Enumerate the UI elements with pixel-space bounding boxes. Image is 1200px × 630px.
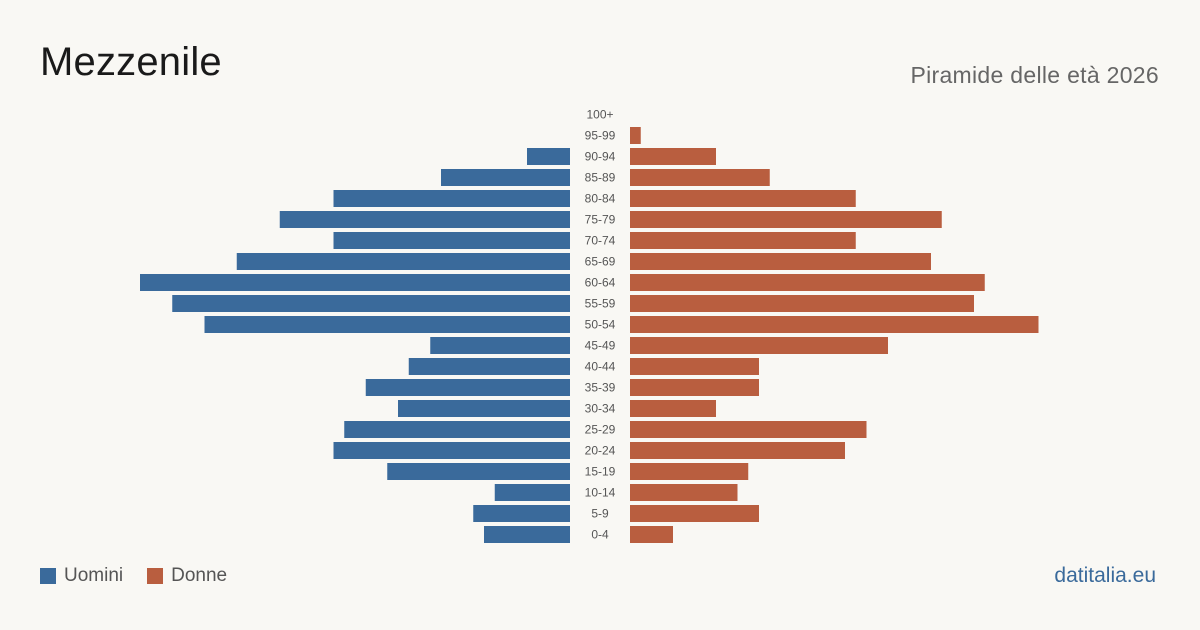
bar-women-60-64: [630, 274, 985, 291]
bar-men-55-59: [172, 295, 570, 312]
legend-item-men: Uomini: [40, 565, 123, 587]
bar-men-40-44: [408, 358, 570, 375]
bar-women-85-89: [630, 169, 770, 186]
age-label-0-4: 0-4: [591, 528, 609, 542]
age-label-75-79: 75-79: [585, 213, 616, 227]
bar-women-65-69: [630, 253, 931, 270]
bar-men-90-94: [527, 148, 570, 165]
legend-swatch-men: [40, 568, 56, 584]
bar-women-80-84: [630, 190, 856, 207]
chart-title: Mezzenile: [40, 40, 222, 84]
bar-women-15-19: [630, 463, 749, 480]
age-label-80-84: 80-84: [585, 192, 616, 206]
chart-subtitle: Piramide delle età 2026: [910, 62, 1159, 88]
bar-men-25-29: [344, 421, 570, 438]
bar-women-30-34: [630, 400, 716, 417]
bar-women-70-74: [630, 232, 856, 249]
bar-women-5-9: [630, 505, 759, 522]
age-label-90-94: 90-94: [585, 150, 616, 164]
bar-men-50-54: [204, 316, 570, 333]
bar-women-0-4: [630, 526, 673, 543]
bar-men-65-69: [236, 253, 570, 270]
bar-men-60-64: [140, 274, 570, 291]
bar-men-70-74: [333, 232, 570, 249]
bar-men-85-89: [441, 169, 570, 186]
bar-women-10-14: [630, 484, 738, 501]
age-label-15-19: 15-19: [585, 465, 616, 479]
age-label-35-39: 35-39: [585, 381, 616, 395]
age-label-30-34: 30-34: [585, 402, 616, 416]
bar-women-95-99: [630, 127, 641, 144]
age-label-5-9: 5-9: [591, 507, 609, 521]
age-label-60-64: 60-64: [585, 276, 616, 290]
bar-women-45-49: [630, 337, 888, 354]
age-label-40-44: 40-44: [585, 360, 616, 374]
bar-men-45-49: [430, 337, 570, 354]
age-label-45-49: 45-49: [585, 339, 616, 353]
bar-women-50-54: [630, 316, 1039, 333]
bar-women-35-39: [630, 379, 759, 396]
age-label-65-69: 65-69: [585, 255, 616, 269]
bar-men-15-19: [387, 463, 570, 480]
bar-men-10-14: [494, 484, 570, 501]
age-label-95-99: 95-99: [585, 129, 616, 143]
population-pyramid: 100+ 95-99 90-94 85-89 80-84 75-79 70-74 65-69 6…: [140, 108, 1039, 543]
bar-women-75-79: [630, 211, 942, 228]
bar-men-30-34: [398, 400, 570, 417]
age-label-85-89: 85-89: [585, 171, 616, 185]
bar-men-20-24: [333, 442, 570, 459]
age-label-20-24: 20-24: [585, 444, 616, 458]
bar-women-55-59: [630, 295, 974, 312]
legend-label-women: Donne: [171, 565, 228, 586]
legend-item-women: Donne: [147, 565, 227, 587]
age-label-50-54: 50-54: [585, 318, 616, 332]
bar-women-90-94: [630, 148, 716, 165]
bar-men-75-79: [279, 211, 570, 228]
bar-men-35-39: [365, 379, 570, 396]
bar-women-25-29: [630, 421, 867, 438]
legend: Uomini Donne: [40, 565, 251, 587]
bar-men-80-84: [333, 190, 570, 207]
legend-swatch-women: [147, 568, 164, 584]
age-label-25-29: 25-29: [585, 423, 616, 437]
age-label-100plus: 100+: [586, 108, 613, 122]
bar-men-5-9: [473, 505, 570, 522]
legend-label-men: Uomini: [64, 565, 124, 586]
source-link[interactable]: datitalia.eu: [1054, 564, 1156, 587]
age-label-10-14: 10-14: [585, 486, 616, 500]
bar-women-20-24: [630, 442, 845, 459]
bar-women-40-44: [630, 358, 759, 375]
age-label-70-74: 70-74: [585, 234, 616, 248]
age-label-55-59: 55-59: [585, 297, 616, 311]
bar-men-0-4: [484, 526, 570, 543]
